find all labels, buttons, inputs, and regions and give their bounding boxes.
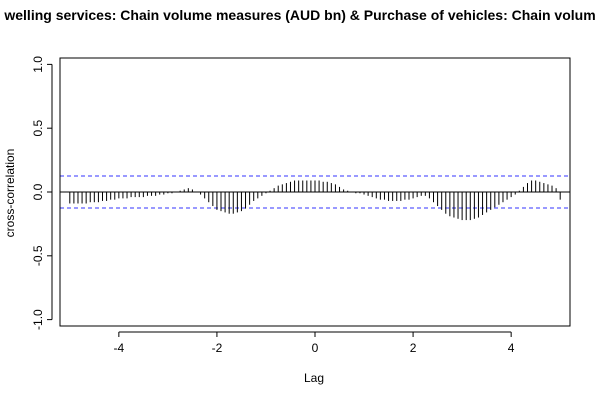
y-tick-label: -1.0 — [31, 309, 45, 330]
chart-title: welling services: Chain volume measures … — [3, 7, 595, 23]
y-tick-label: 0.0 — [31, 183, 45, 200]
y-tick-label: 0.5 — [31, 120, 45, 137]
y-tick-label: 1.0 — [31, 56, 45, 73]
plot-frame — [59, 57, 571, 327]
x-axis-label: Lag — [304, 371, 324, 385]
y-tick-label: -0.5 — [31, 245, 45, 266]
x-tick-label: -4 — [114, 341, 125, 355]
x-tick-label: 2 — [410, 341, 417, 355]
x-tick-label: 4 — [508, 341, 515, 355]
x-tick-label: -2 — [212, 341, 223, 355]
y-axis-label: cross-correlation — [3, 149, 17, 238]
x-tick-label: 0 — [312, 341, 319, 355]
plot-area: -4 -2 0 2 4 -1.0 -0.5 0.0 0.5 1.0 — [31, 56, 570, 355]
